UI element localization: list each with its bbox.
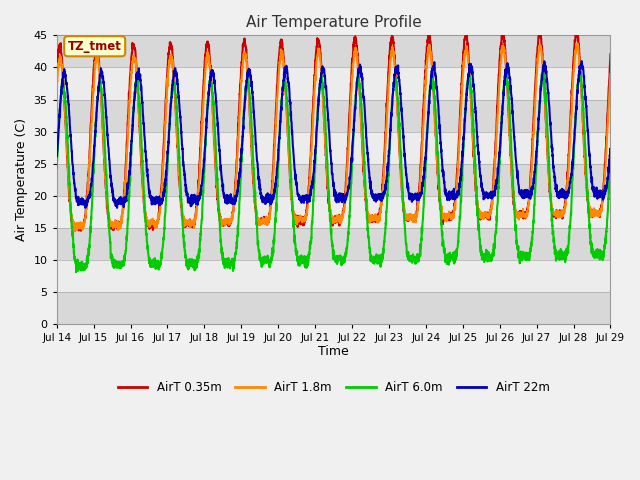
Bar [57, 196, 611, 228]
Bar [57, 164, 611, 196]
Line: AirT 0.35m: AirT 0.35m [57, 31, 611, 231]
Bar [57, 36, 611, 67]
Legend: AirT 0.35m, AirT 1.8m, AirT 6.0m, AirT 22m: AirT 0.35m, AirT 1.8m, AirT 6.0m, AirT 2… [113, 377, 554, 399]
AirT 1.8m [116, 223, 124, 229]
Line: AirT 22m: AirT 22m [57, 61, 611, 208]
AirT 0.35m [116, 219, 124, 225]
AirT 22m [53, 148, 61, 154]
Bar [57, 228, 611, 260]
AirT 1.8m [289, 210, 297, 216]
Bar [57, 67, 611, 99]
AirT 0.35m [149, 227, 157, 233]
AirT 22m [607, 148, 614, 154]
AirT 6.0m [149, 260, 157, 266]
AirT 22m [81, 205, 89, 211]
AirT 22m [578, 58, 586, 64]
Title: Air Temperature Profile: Air Temperature Profile [246, 15, 422, 30]
AirT 0.35m [536, 28, 543, 34]
AirT 22m [596, 192, 604, 198]
AirT 1.8m [596, 208, 604, 214]
AirT 6.0m [116, 260, 124, 266]
AirT 1.8m [70, 228, 78, 234]
Bar [57, 292, 611, 324]
Line: AirT 6.0m: AirT 6.0m [57, 72, 611, 272]
AirT 22m [536, 99, 544, 105]
AirT 6.0m [289, 216, 297, 222]
AirT 6.0m [53, 165, 61, 171]
X-axis label: Time: Time [318, 345, 349, 358]
Line: AirT 1.8m: AirT 1.8m [57, 44, 611, 231]
Bar [57, 260, 611, 292]
AirT 6.0m [72, 269, 80, 275]
AirT 1.8m [536, 45, 544, 50]
AirT 0.35m [596, 214, 604, 220]
Y-axis label: Air Temperature (C): Air Temperature (C) [15, 118, 28, 241]
AirT 0.35m [266, 211, 273, 217]
AirT 0.35m [536, 35, 544, 40]
AirT 1.8m [53, 84, 61, 90]
AirT 1.8m [572, 41, 580, 47]
Bar [57, 99, 611, 132]
AirT 0.35m [53, 70, 61, 76]
AirT 6.0m [577, 69, 584, 74]
AirT 1.8m [149, 220, 157, 226]
Bar [57, 132, 611, 164]
AirT 22m [266, 198, 273, 204]
AirT 22m [116, 196, 124, 202]
AirT 1.8m [607, 71, 614, 77]
AirT 1.8m [266, 215, 273, 221]
Text: TZ_tmet: TZ_tmet [68, 40, 122, 53]
AirT 6.0m [266, 263, 273, 268]
AirT 6.0m [607, 158, 614, 164]
AirT 0.35m [607, 51, 614, 57]
AirT 22m [289, 146, 297, 152]
AirT 0.35m [77, 228, 84, 234]
AirT 6.0m [536, 92, 544, 97]
AirT 0.35m [289, 211, 297, 217]
AirT 22m [149, 201, 157, 207]
AirT 6.0m [596, 247, 604, 252]
